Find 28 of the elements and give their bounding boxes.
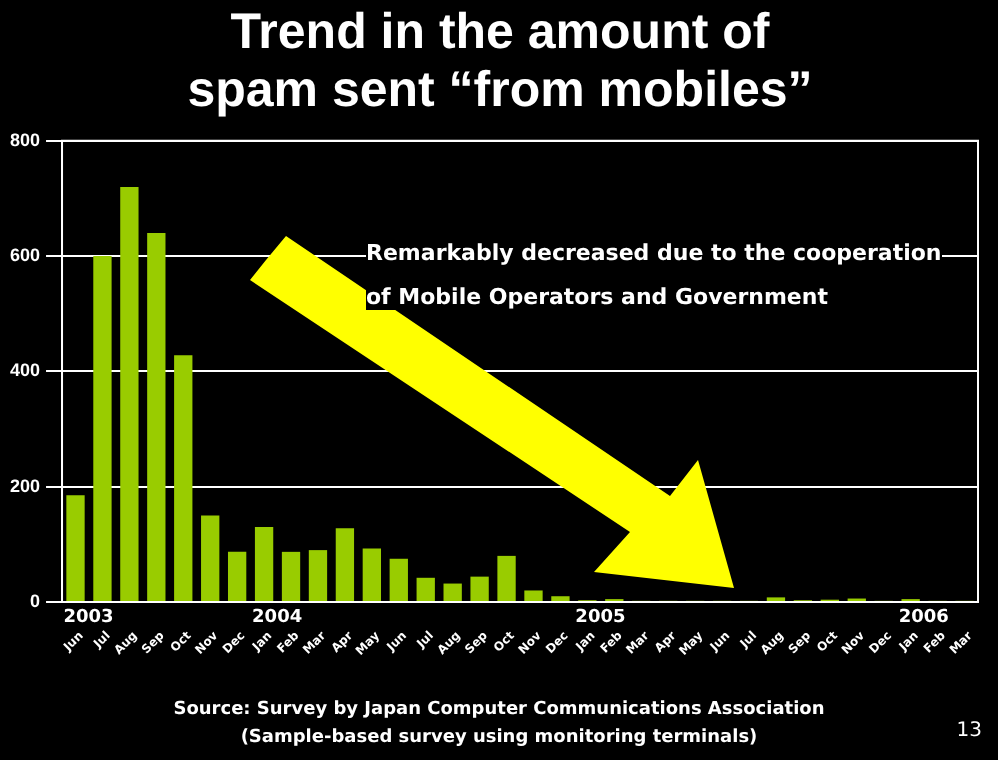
chart-title: Trend in the amount of spam sent “from mobiles” [185,4,815,120]
bar [254,527,274,601]
y-tick-label: 0 [30,590,41,611]
bar [174,355,193,601]
bar [281,551,301,601]
bar [362,548,382,601]
y-tick-label: 200 [9,475,41,496]
bar [470,576,489,601]
bar [497,555,516,601]
bar [147,233,166,601]
y-tick-label: 400 [9,360,41,381]
bar [335,528,355,601]
text: 13 [956,720,982,742]
bar [524,590,543,601]
bar [201,515,220,601]
y-tick-label: 800 [9,129,41,150]
bar [308,550,328,601]
text: (Sample-based survey using monitoring terminals) [240,728,758,748]
bar [227,551,247,601]
y-tick-label: 600 [9,245,41,266]
bar [389,558,408,601]
bar [443,583,462,601]
bar [416,577,435,601]
source-note: Source: Survey by Japan Computer Communications Association [173,700,825,720]
annotation: Remarkably decreased due to the cooperation of Mobile Operators and Government [366,240,942,310]
bar [93,256,112,601]
bar [120,186,139,601]
bar [66,495,85,601]
